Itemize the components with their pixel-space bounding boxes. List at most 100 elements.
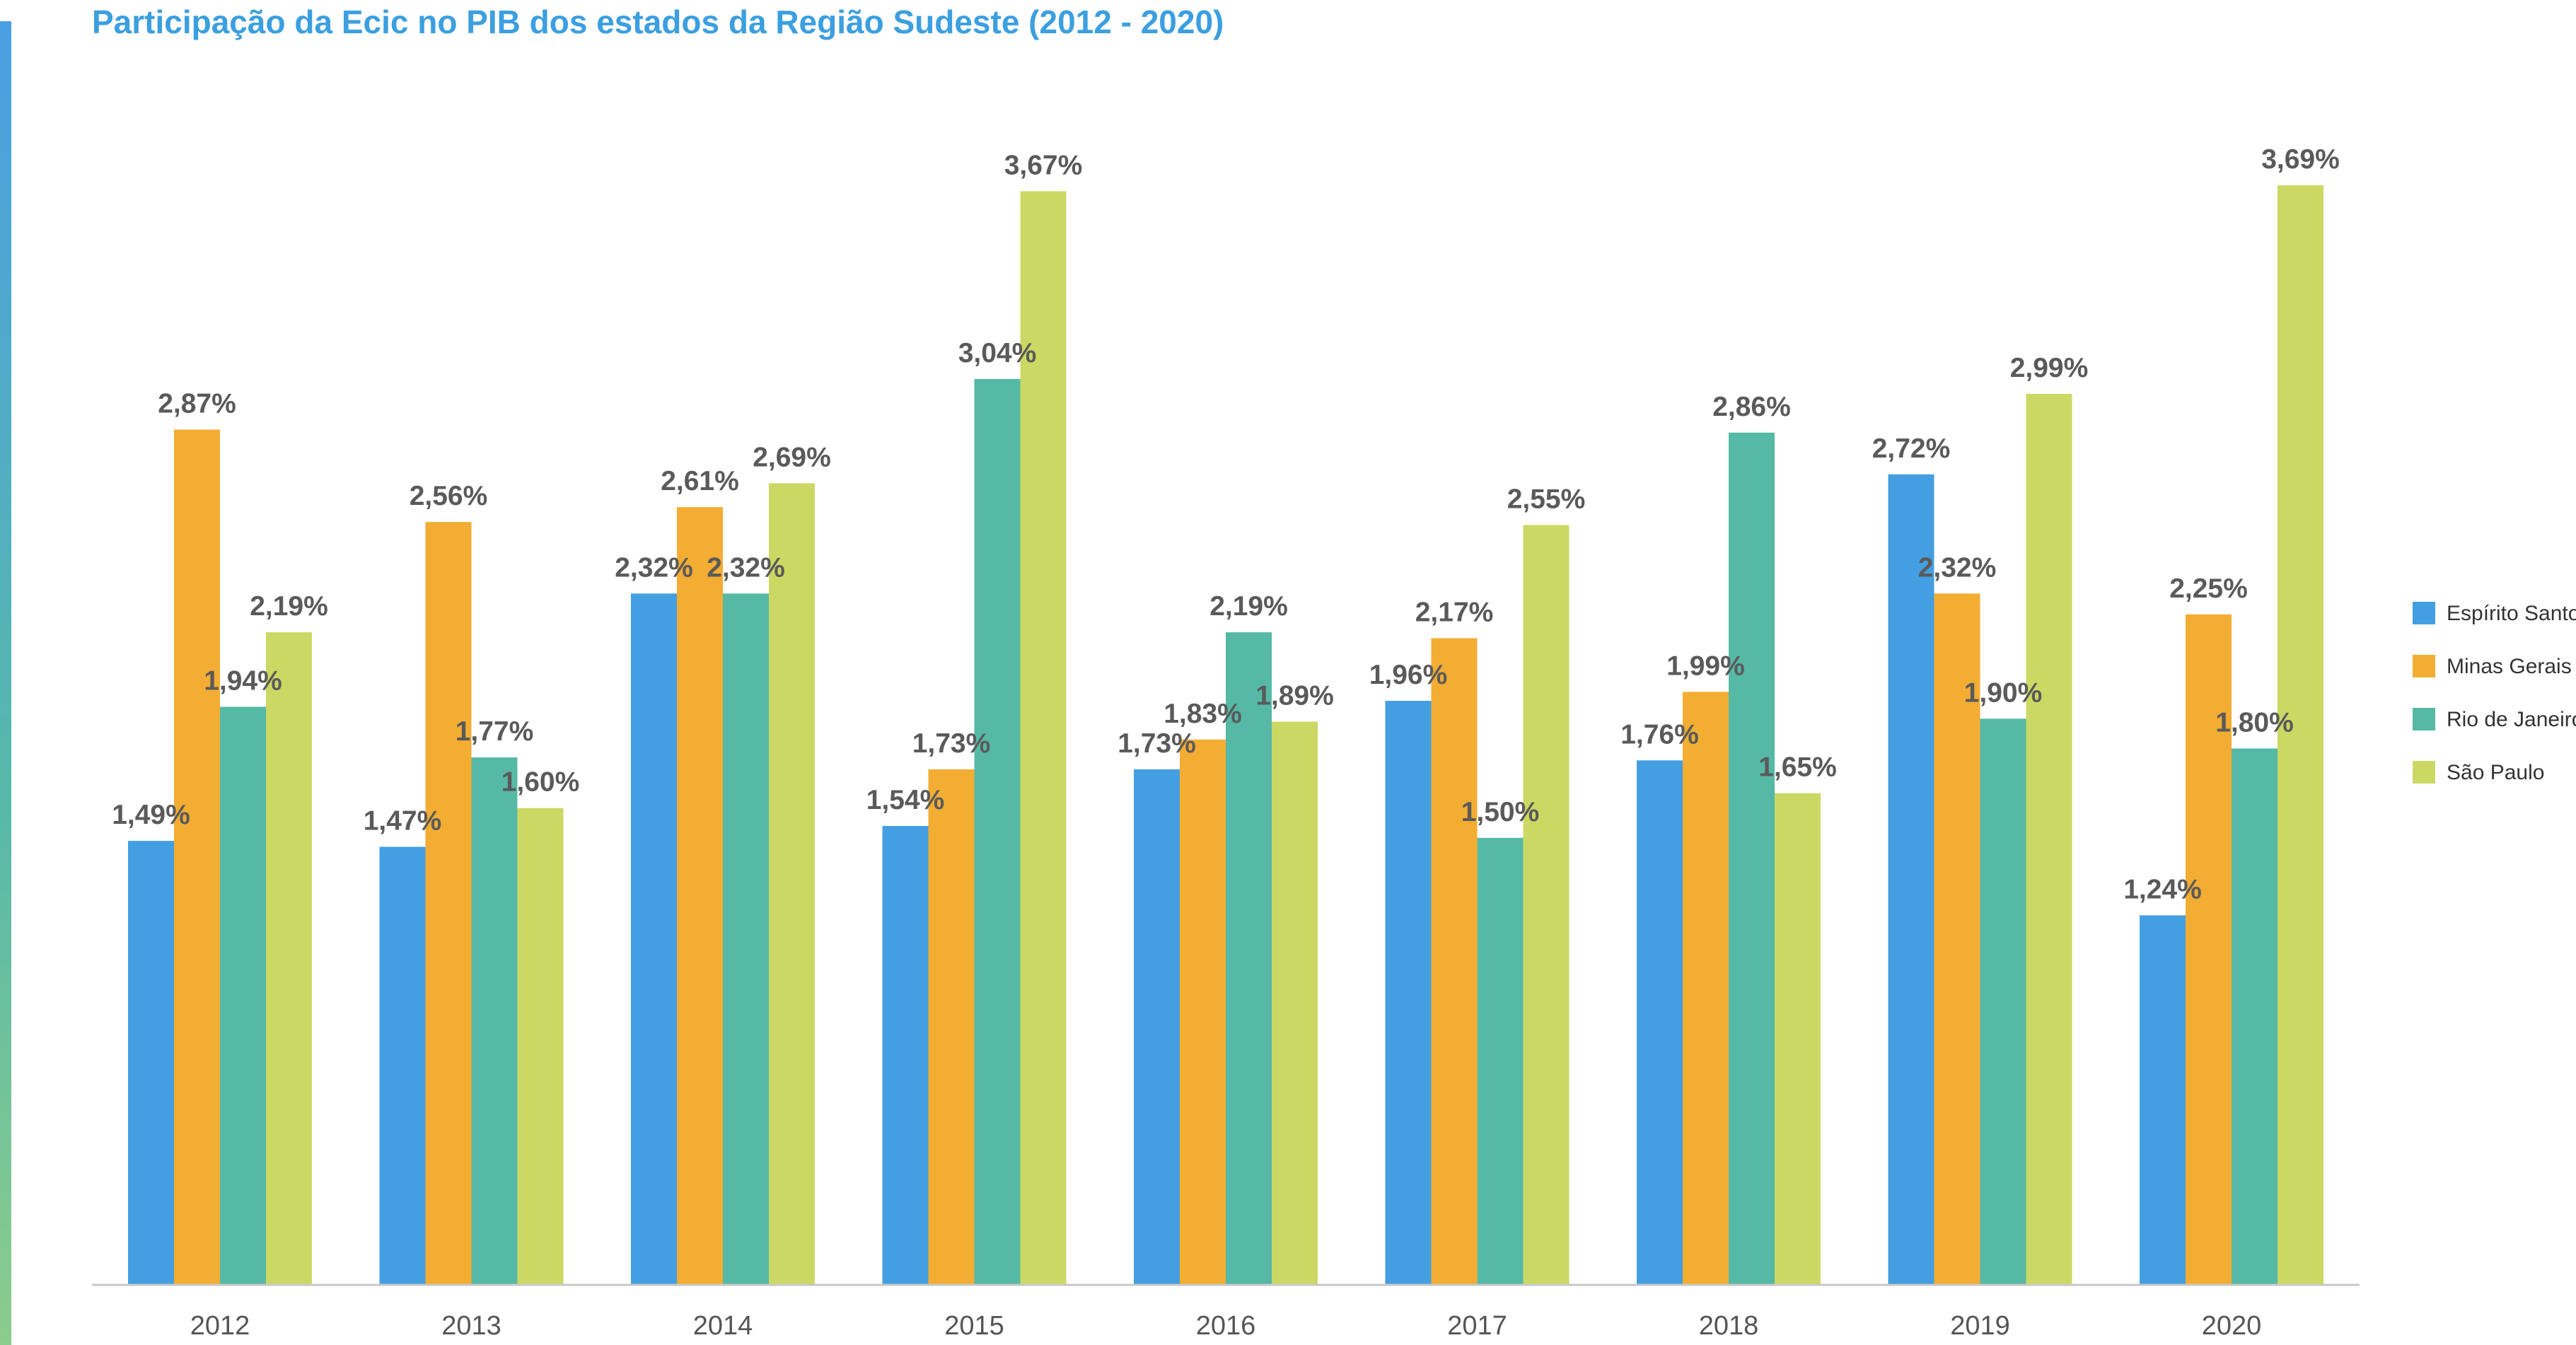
data-label-2015-3: 3,67% [1004,150,1083,180]
data-label-2017-3: 2,55% [1507,484,1586,514]
bar-2016-1 [1180,739,1226,1285]
data-label-2016-2: 2,19% [1209,591,1288,622]
bar-2012-1 [174,429,220,1285]
data-label-2020-2: 1,80% [2215,707,2294,738]
data-label-2016-3: 1,89% [1255,681,1334,711]
data-label-2013-2: 1,77% [456,716,534,747]
legend-item-1: Minas Gerais [2413,655,2572,678]
data-label-2012-1: 2,87% [158,389,236,419]
bar-2017-1 [1431,638,1478,1285]
data-label-2014-1: 2,61% [661,466,739,496]
x-tick-2014: 2014 [693,1311,753,1341]
bar-2014-2 [723,593,769,1285]
legend-item-3: São Paulo [2413,761,2544,784]
data-label-2018-1: 1,99% [1666,651,1745,681]
data-label-2013-3: 1,60% [501,767,580,798]
legend-label-0: Espírito Santo [2447,602,2576,625]
bar-2012-0 [128,841,174,1285]
data-label-2012-2: 1,94% [204,665,282,696]
x-tick-2018: 2018 [1699,1311,1759,1341]
bar-2020-2 [2232,748,2278,1285]
data-label-2012-3: 2,19% [250,591,328,622]
data-label-2016-1: 1,83% [1164,699,1242,729]
data-label-2015-0: 1,54% [866,785,945,815]
data-label-2020-3: 3,69% [2261,144,2340,175]
data-label-2019-2: 1,90% [1964,677,2043,708]
legend: Espírito Santo Minas Gerais Rio de Janeiro… [2413,602,2576,784]
data-label-2018-0: 1,76% [1620,719,1699,750]
x-tick-2013: 2013 [441,1311,501,1341]
bar-2014-0 [631,593,677,1285]
bar-2020-3 [2278,185,2323,1285]
x-tick-labels-layer: 2012 2013 2014 2015 2016 2017 2018 2019 2020 [190,1311,2262,1341]
bar-2020-1 [2186,614,2232,1285]
bar-2012-2 [220,706,266,1285]
bar-2019-0 [1888,474,1934,1285]
bar-2019-3 [2026,393,2072,1285]
legend-swatch-0 [2413,602,2435,624]
bar-2018-3 [1775,793,1821,1285]
bar-2012-3 [266,632,312,1285]
data-label-2013-0: 1,47% [364,806,442,837]
x-tick-2012: 2012 [190,1311,250,1341]
data-label-2017-2: 1,50% [1461,797,1540,827]
bar-2013-2 [471,757,518,1285]
bar-2013-3 [517,808,564,1285]
data-label-2015-2: 3,04% [958,338,1037,368]
legend-label-3: São Paulo [2447,761,2544,784]
data-label-2020-0: 1,24% [2123,874,2202,904]
bar-2013-1 [425,522,472,1285]
bar-2020-0 [2140,915,2186,1285]
bar-2017-0 [1385,701,1432,1285]
bar-2015-1 [928,769,975,1285]
data-label-2017-0: 1,96% [1369,660,1448,690]
bar-2014-1 [677,507,723,1285]
data-label-2014-2: 2,32% [707,552,785,583]
x-tick-2016: 2016 [1196,1311,1256,1341]
bar-2015-0 [882,826,929,1285]
data-label-2018-2: 2,86% [1712,392,1791,422]
bar-2017-2 [1477,837,1524,1285]
accent-bar [0,21,11,1345]
bar-2017-3 [1523,525,1570,1285]
legend-item-2: Rio de Janeiro [2413,708,2576,731]
bar-2018-1 [1683,692,1729,1285]
data-label-2012-0: 1,49% [112,800,190,830]
data-label-2020-1: 2,25% [2169,573,2248,604]
data-label-2019-1: 2,32% [1918,552,1997,583]
bar-2018-0 [1637,760,1683,1285]
data-label-2017-1: 2,17% [1415,598,1494,628]
data-label-2015-1: 1,73% [912,728,991,759]
legend-swatch-2 [2413,708,2435,730]
x-tick-2017: 2017 [1447,1311,1507,1341]
x-tick-2015: 2015 [944,1311,1004,1341]
data-label-2019-3: 2,99% [2010,353,2089,383]
bar-2019-1 [1934,593,1980,1285]
chart-title: Participação da Ecic no PIB dos estados … [92,4,1224,40]
bar-2013-0 [379,846,426,1285]
x-tick-2019: 2019 [1950,1311,2010,1341]
data-label-2018-3: 1,65% [1758,752,1837,783]
bar-2014-3 [769,483,815,1286]
bar-2015-3 [1020,191,1067,1285]
x-tick-2020: 2020 [2202,1311,2262,1341]
bars-layer [128,185,2323,1286]
legend-swatch-1 [2413,655,2435,677]
data-label-2016-0: 1,73% [1118,728,1196,759]
bar-2016-3 [1272,721,1318,1285]
data-label-2014-3: 2,69% [753,442,831,472]
data-label-2013-1: 2,56% [410,481,488,511]
legend-swatch-3 [2413,761,2435,784]
bar-2016-0 [1134,769,1180,1285]
data-label-2019-0: 2,72% [1872,433,1951,464]
bar-2016-2 [1226,632,1272,1285]
bar-2015-2 [974,378,1021,1285]
data-label-2014-0: 2,32% [615,552,693,583]
bar-2019-2 [1980,718,2026,1285]
legend-label-1: Minas Gerais [2447,655,2572,678]
value-labels-layer: 1,49% 2,87% 1,94% 2,19% 1,47% 2,56% 1,77% 1,60%… [112,144,2340,904]
legend-label-2: Rio de Janeiro [2447,708,2576,731]
bar-2018-2 [1729,432,1775,1285]
legend-item-0: Espírito Santo [2413,602,2576,625]
